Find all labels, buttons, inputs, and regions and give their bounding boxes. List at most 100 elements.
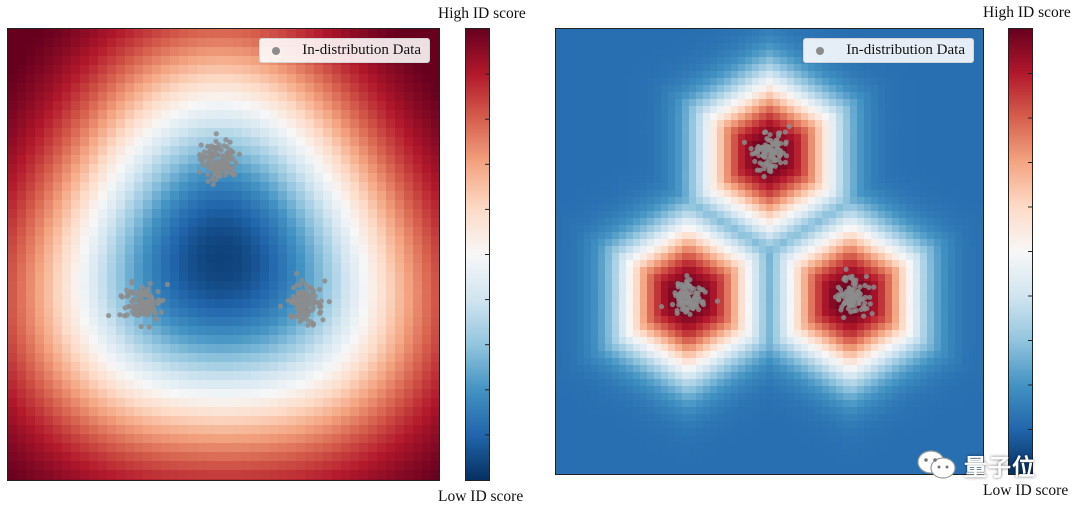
heatmap-cell	[619, 218, 627, 226]
heatmap-cell	[422, 290, 432, 300]
heatmap-cell	[89, 353, 99, 363]
heatmap-cell	[35, 56, 45, 66]
heatmap-cell	[703, 99, 711, 107]
heatmap-cell	[287, 479, 297, 480]
data-point	[308, 319, 314, 325]
heatmap-cell	[598, 246, 606, 254]
heatmap-cell	[17, 290, 27, 300]
heatmap-cell	[822, 218, 830, 226]
heatmap-cell	[413, 137, 423, 147]
heatmap-cell	[661, 253, 669, 261]
heatmap-cell	[787, 141, 795, 149]
heatmap-cell	[773, 260, 781, 268]
heatmap-cell	[577, 99, 585, 107]
heatmap-cell	[17, 218, 27, 228]
heatmap-cell	[341, 380, 351, 390]
heatmap-cell	[224, 200, 234, 210]
heatmap-cell	[556, 211, 564, 219]
heatmap-cell	[934, 155, 942, 163]
heatmap-cell	[404, 434, 414, 444]
heatmap-cell	[422, 245, 432, 255]
heatmap-cell	[759, 204, 767, 212]
heatmap-cell	[710, 120, 718, 128]
heatmap-cell	[134, 110, 144, 120]
heatmap-cell	[305, 29, 315, 39]
heatmap-cell	[89, 434, 99, 444]
heatmap-cell	[359, 479, 369, 480]
heatmap-cell	[152, 416, 162, 426]
heatmap-cell	[864, 99, 872, 107]
heatmap-cell	[179, 47, 189, 57]
heatmap-cell	[815, 204, 823, 212]
heatmap-cell	[920, 267, 928, 275]
heatmap-cell	[350, 110, 360, 120]
heatmap-cell	[287, 443, 297, 453]
heatmap-cell	[359, 146, 369, 156]
heatmap-cell	[404, 245, 414, 255]
heatmap-cell	[233, 425, 243, 435]
heatmap-cell	[17, 83, 27, 93]
heatmap-cell	[431, 209, 439, 219]
heatmap-cell	[8, 245, 18, 255]
heatmap-cell	[350, 164, 360, 174]
heatmap-cell	[296, 380, 306, 390]
heatmap-cell	[80, 101, 90, 111]
heatmap-cell	[759, 253, 767, 261]
heatmap-cell	[633, 29, 641, 37]
heatmap-cell	[654, 85, 662, 93]
legend-left: In-distribution Data	[259, 38, 430, 63]
heatmap-cell	[206, 380, 216, 390]
heatmap-cell	[850, 71, 858, 79]
heatmap-cell	[633, 169, 641, 177]
heatmap-cell	[654, 211, 662, 219]
heatmap-cell	[724, 113, 732, 121]
heatmap-cell	[8, 254, 18, 264]
heatmap-cell	[647, 267, 655, 275]
heatmap-cell	[577, 190, 585, 198]
heatmap-cell	[570, 113, 578, 121]
heatmap-cell	[314, 29, 324, 39]
heatmap-cell	[395, 380, 405, 390]
heatmap-cell	[53, 389, 63, 399]
data-point	[227, 139, 233, 145]
heatmap-cell	[26, 56, 36, 66]
heatmap-cell	[89, 128, 99, 138]
heatmap-cell	[314, 470, 324, 480]
heatmap-cell	[815, 134, 823, 142]
heatmap-cell	[116, 38, 126, 48]
heatmap-cell	[224, 92, 234, 102]
heatmap-cell	[17, 263, 27, 273]
heatmap-cell	[359, 101, 369, 111]
heatmap-cell	[563, 260, 571, 268]
heatmap-cell	[556, 239, 564, 247]
heatmap-cell	[598, 232, 606, 240]
heatmap-cell	[591, 99, 599, 107]
heatmap-cell	[584, 218, 592, 226]
heatmap-cell	[188, 263, 198, 273]
heatmap-cell	[359, 74, 369, 84]
heatmap-cell	[717, 50, 725, 58]
heatmap-cell	[710, 239, 718, 247]
heatmap-cell	[179, 209, 189, 219]
heatmap-cell	[44, 371, 54, 381]
heatmap-cell	[878, 71, 886, 79]
heatmap-cell	[233, 56, 243, 66]
heatmap-cell	[745, 260, 753, 268]
heatmap-cell	[647, 197, 655, 205]
heatmap-cell	[377, 326, 387, 336]
heatmap-cell	[612, 64, 620, 72]
heatmap-cell	[215, 281, 225, 291]
heatmap-cell	[215, 380, 225, 390]
heatmap-cell	[26, 263, 36, 273]
heatmap-cell	[386, 344, 396, 354]
heatmap-cell	[431, 380, 439, 390]
heatmap-cell	[422, 227, 432, 237]
heatmap-cell	[584, 274, 592, 282]
heatmap-cell	[927, 29, 935, 37]
heatmap-cell	[927, 64, 935, 72]
heatmap-cell	[766, 274, 774, 282]
heatmap-cell	[976, 148, 983, 156]
heatmap-cell	[787, 274, 795, 282]
heatmap-cell	[759, 190, 767, 198]
heatmap-cell	[197, 209, 207, 219]
